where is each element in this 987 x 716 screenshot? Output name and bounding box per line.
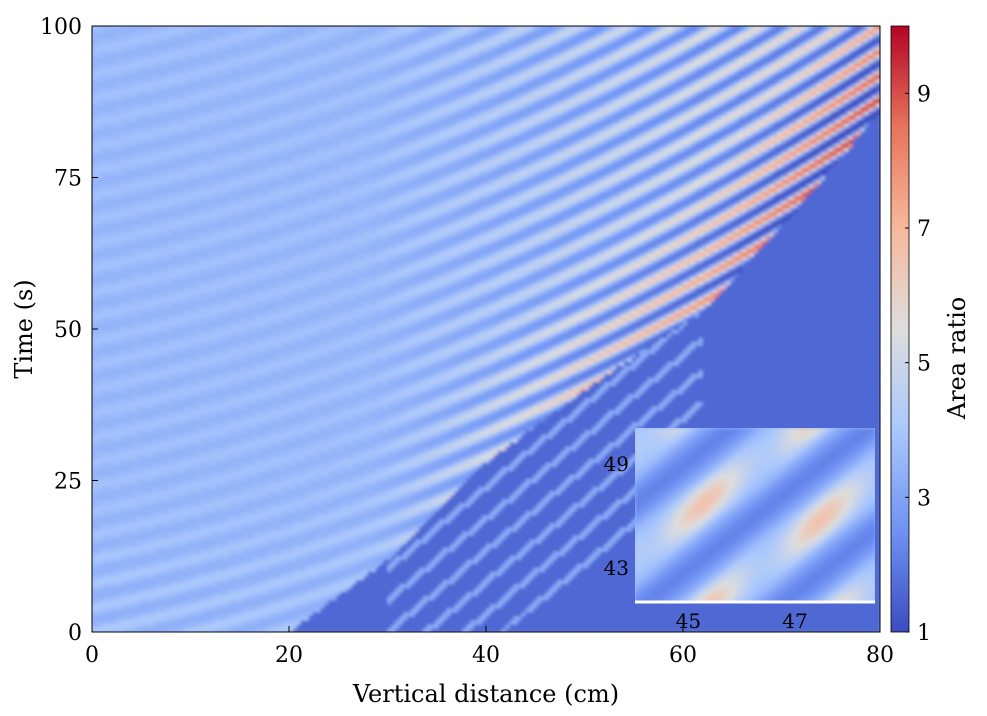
colorbar: 1 3 5 7 9 Area ratio	[890, 25, 971, 646]
inset-y-tick-label: 43	[604, 556, 629, 580]
x-axis-ticks: 0 20 40 60 80	[85, 626, 894, 668]
heatmap-field	[92, 26, 880, 632]
y-axis-title: Time (s)	[10, 279, 38, 378]
inset-tick-labels: 45 47 43 49	[604, 452, 808, 633]
colorbar-tick-label: 3	[917, 486, 931, 511]
y-tick-label: 75	[54, 167, 82, 192]
colorbar-tick-label: 9	[917, 82, 931, 107]
colorbar-tick-label: 7	[917, 217, 931, 242]
y-tick-label: 100	[40, 15, 82, 40]
x-tick-label: 80	[866, 643, 894, 668]
y-axis-ticks: 0 25 50 75 100	[40, 15, 98, 646]
colorbar-tick-label: 1	[917, 621, 931, 646]
colorbar-gradient	[890, 25, 910, 633]
colorbar-ticks: 1 3 5 7 9	[905, 82, 931, 646]
y-tick-label: 0	[68, 621, 82, 646]
plot-area	[91, 25, 881, 633]
x-tick-label: 40	[472, 643, 500, 668]
x-tick-label: 60	[669, 643, 697, 668]
x-tick-label: 20	[275, 643, 303, 668]
inset-x-tick-label: 47	[782, 609, 807, 633]
inset-y-tick-label: 49	[604, 452, 629, 476]
inset-x-tick-label: 45	[676, 609, 701, 633]
x-tick-label: 0	[85, 643, 99, 668]
x-axis-title: Vertical distance (cm)	[352, 680, 619, 708]
y-tick-label: 50	[54, 318, 82, 343]
inset-heatmap-field	[635, 428, 875, 602]
y-tick-label: 25	[54, 470, 82, 495]
colorbar-title: Area ratio	[943, 297, 971, 421]
colorbar-tick-label: 5	[917, 352, 931, 377]
inset-zoom	[635, 428, 875, 604]
